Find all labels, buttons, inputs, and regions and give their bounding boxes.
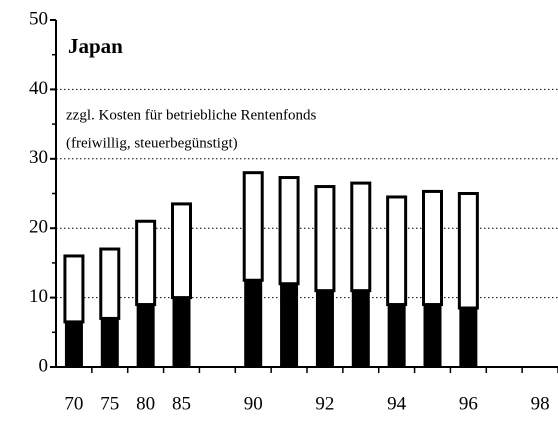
x-tick-label: 98 [531, 393, 550, 414]
bar-segment [422, 189, 443, 307]
bar-segment [63, 254, 85, 324]
bar-segment [172, 297, 191, 367]
x-tick-label: 96 [459, 393, 478, 414]
bar-segment [459, 308, 478, 367]
x-tick-label: 94 [387, 393, 407, 414]
bar-segment [64, 321, 83, 367]
bar-segment [423, 304, 442, 367]
bar-segment [171, 202, 192, 300]
bar-segment [457, 192, 479, 310]
bar-segment [278, 176, 300, 286]
bar-segment [99, 247, 121, 320]
bar-segment [315, 290, 334, 367]
x-tick-label: 80 [136, 393, 155, 414]
bar-segment [314, 185, 336, 293]
bar-segment [351, 290, 370, 367]
y-tick-label: 50 [29, 8, 48, 29]
bar-segment [350, 181, 372, 293]
bar-segment [100, 318, 119, 367]
bar-segment [387, 304, 406, 367]
y-tick-label: 0 [39, 355, 49, 376]
y-tick-label: 10 [29, 286, 48, 307]
x-tick-label: 90 [244, 393, 263, 414]
bar-segment [386, 195, 408, 307]
bar-segment [280, 283, 299, 367]
bar-segment [242, 171, 264, 282]
x-tick-label: 85 [172, 393, 191, 414]
chart-title: Japan [68, 34, 123, 58]
y-tick-label: 40 [29, 78, 48, 99]
annotation: zzgl. Kosten für betriebliche Rentenfond… [66, 107, 316, 123]
y-tick-label: 30 [29, 147, 48, 168]
bar-segment [244, 280, 263, 367]
x-tick-label: 70 [64, 393, 83, 414]
y-tick-label: 20 [29, 217, 48, 238]
annotation: (freiwillig, steuerbegünstigt) [66, 135, 238, 151]
x-tick-label: 75 [100, 393, 119, 414]
bar-segment [136, 304, 155, 367]
x-tick-label: 92 [315, 393, 334, 414]
bar-segment [135, 219, 157, 307]
